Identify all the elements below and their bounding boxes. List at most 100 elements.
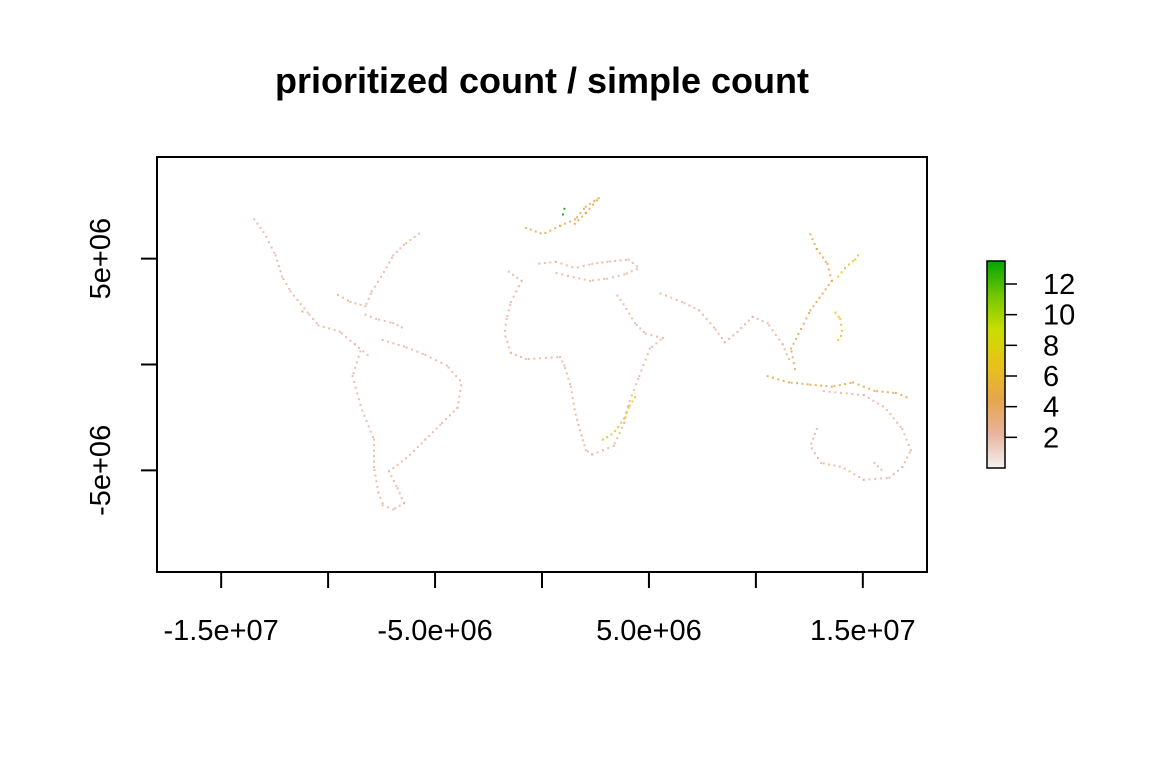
raster-cell bbox=[373, 469, 376, 471]
raster-cell bbox=[397, 343, 400, 346]
raster-cell bbox=[790, 350, 793, 353]
raster-cell bbox=[736, 330, 739, 333]
raster-cell bbox=[268, 241, 270, 244]
raster-cell bbox=[392, 508, 395, 511]
raster-cell bbox=[563, 364, 566, 367]
raster-cell bbox=[813, 452, 816, 455]
raster-cell bbox=[567, 377, 570, 380]
plot-frame bbox=[156, 156, 928, 573]
x-tick-label: 5.0e+06 bbox=[596, 615, 702, 647]
raster-cell bbox=[785, 353, 788, 356]
raster-cell bbox=[625, 410, 628, 413]
raster-cell bbox=[597, 197, 600, 200]
raster-cell bbox=[844, 383, 847, 385]
raster-cell bbox=[270, 246, 273, 249]
raster-cell bbox=[458, 395, 461, 398]
raster-cell bbox=[630, 270, 633, 273]
raster-cell bbox=[365, 420, 368, 423]
raster-cell bbox=[504, 323, 507, 326]
raster-cell bbox=[559, 356, 562, 358]
raster-cell bbox=[560, 262, 563, 265]
raster-cell bbox=[512, 295, 515, 298]
raster-cell bbox=[623, 421, 626, 424]
raster-cell bbox=[781, 343, 784, 346]
raster-cell bbox=[388, 261, 391, 264]
raster-cell bbox=[837, 315, 840, 318]
raster-cell bbox=[701, 313, 704, 316]
raster-cell bbox=[732, 334, 735, 337]
raster-cell bbox=[874, 477, 877, 480]
raster-cell bbox=[595, 199, 598, 202]
raster-cell bbox=[761, 320, 764, 322]
raster-cell bbox=[381, 339, 384, 342]
raster-cell bbox=[879, 477, 882, 480]
raster-cell bbox=[591, 453, 594, 456]
raster-cell bbox=[373, 455, 375, 458]
raster-cell bbox=[610, 433, 613, 436]
raster-cell bbox=[534, 230, 537, 233]
raster-cell bbox=[573, 408, 576, 411]
raster-cell bbox=[854, 258, 857, 261]
raster-cell bbox=[355, 361, 358, 364]
raster-cell bbox=[377, 280, 379, 283]
raster-cell bbox=[411, 348, 413, 351]
raster-cell bbox=[824, 288, 827, 291]
raster-cell bbox=[539, 357, 542, 360]
raster-cell bbox=[354, 366, 357, 369]
raster-cell bbox=[751, 315, 754, 318]
raster-cell bbox=[400, 497, 403, 500]
raster-cell bbox=[364, 305, 367, 308]
raster-cell bbox=[795, 337, 797, 340]
raster-cell bbox=[591, 279, 594, 282]
raster-cell bbox=[584, 212, 587, 215]
y-tick-label: -5e+06 bbox=[85, 425, 117, 516]
raster-cell bbox=[805, 317, 808, 320]
raster-cell bbox=[405, 457, 408, 460]
raster-cell bbox=[601, 438, 604, 441]
raster-cell bbox=[445, 418, 447, 421]
raster-cell bbox=[301, 310, 304, 313]
raster-cell bbox=[358, 346, 361, 349]
raster-cell bbox=[827, 284, 830, 286]
raster-cell bbox=[631, 317, 634, 320]
raster-cell bbox=[359, 404, 362, 406]
raster-cell bbox=[345, 336, 348, 339]
raster-cell bbox=[460, 384, 463, 387]
raster-cell bbox=[812, 305, 815, 308]
raster-cell bbox=[771, 376, 774, 379]
x-tick-label: 1.5e+07 bbox=[810, 615, 916, 647]
raster-cell bbox=[452, 410, 455, 413]
raster-cell bbox=[447, 366, 450, 369]
raster-cell bbox=[273, 251, 276, 254]
raster-cell bbox=[628, 404, 631, 407]
raster-cell bbox=[841, 329, 843, 332]
raster-cell bbox=[354, 302, 357, 305]
raster-cell bbox=[315, 322, 318, 325]
raster-cell bbox=[440, 361, 443, 364]
raster-cell bbox=[349, 301, 352, 303]
raster-cell bbox=[555, 272, 558, 274]
raster-cell bbox=[688, 304, 691, 307]
raster-cell bbox=[342, 296, 344, 299]
raster-cell bbox=[828, 390, 831, 393]
raster-cell bbox=[642, 331, 645, 333]
raster-cell bbox=[514, 353, 517, 356]
raster-cell bbox=[589, 202, 592, 205]
raster-cell bbox=[369, 292, 372, 295]
raster-cell bbox=[588, 263, 591, 266]
raster-cell bbox=[877, 402, 880, 405]
raster-cell bbox=[606, 260, 609, 263]
raster-cell bbox=[394, 507, 397, 510]
raster-cell bbox=[840, 271, 843, 274]
raster-cell bbox=[399, 247, 402, 250]
raster-cell bbox=[903, 461, 906, 464]
raster-cell bbox=[561, 273, 564, 276]
raster-cell bbox=[441, 421, 444, 424]
raster-cell bbox=[395, 250, 398, 253]
raster-cell bbox=[705, 317, 708, 320]
raster-cell bbox=[340, 332, 343, 335]
raster-cell bbox=[396, 463, 399, 466]
raster-cell bbox=[274, 254, 277, 257]
raster-cell bbox=[806, 383, 809, 386]
raster-cell bbox=[681, 301, 683, 303]
